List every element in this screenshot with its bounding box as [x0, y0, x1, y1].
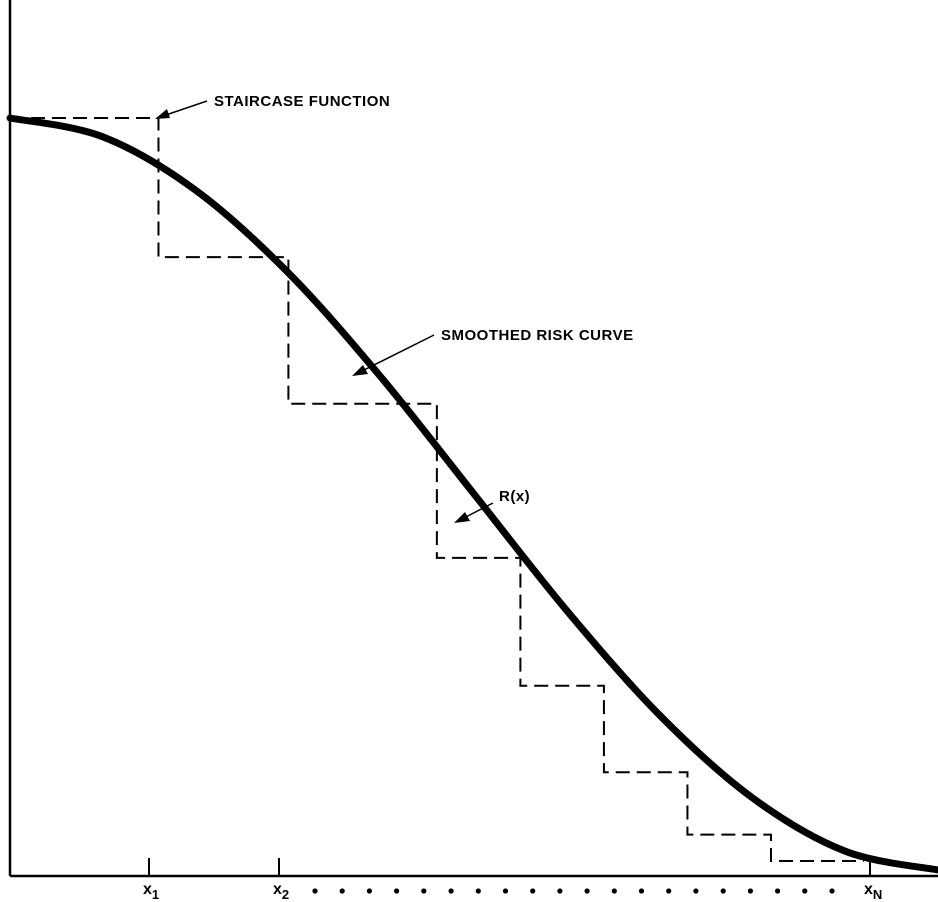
smoothed-arrow-shaft: [357, 334, 435, 374]
staircase-label: STAIRCASE FUNCTION: [214, 93, 390, 110]
x-tick-subscript: N: [873, 887, 882, 902]
ellipsis-dot: [448, 888, 454, 894]
ellipsis-dot: [638, 888, 645, 894]
ellipsis-dot: [747, 888, 754, 894]
smoothed-arrowhead: [352, 365, 368, 376]
ellipsis-dot: [339, 888, 345, 894]
staircase-arrowhead: [155, 109, 170, 119]
ellipsis-dot: [366, 888, 372, 894]
ellipsis-dot: [829, 888, 835, 894]
rx-label: R(x): [499, 488, 530, 505]
ellipsis-dots: [312, 888, 835, 894]
ellipsis-dot: [666, 888, 672, 894]
axes: [8, 0, 938, 878]
ellipsis-dot: [530, 888, 536, 894]
x-tick-base: x: [273, 881, 282, 898]
ellipsis-dot: [502, 888, 509, 894]
ellipsis-dot: [693, 888, 699, 894]
ellipsis-dot: [802, 888, 808, 894]
annotations: STAIRCASE FUNCTION SMOOTHED RISK CURVE R…: [155, 93, 634, 523]
x-tick-subscript: 1: [152, 887, 159, 902]
x-tick-label-1: x1: [143, 881, 159, 902]
smoothed-curve-label: SMOOTHED RISK CURVE: [441, 327, 634, 344]
x-ticks: x1 x2 xN: [143, 858, 882, 902]
ellipsis-dot: [720, 888, 726, 894]
ellipsis-dot: [584, 888, 590, 894]
x-tick-base: x: [143, 881, 152, 898]
x-tick-subscript: 2: [282, 887, 289, 902]
x-tick-label-2: x2: [273, 881, 289, 902]
ellipsis-dot: [775, 888, 781, 894]
ellipsis-dot: [394, 888, 400, 894]
ellipsis-dot: [611, 888, 617, 894]
x-tick-base: x: [864, 881, 873, 898]
smoothed-risk-curve-line: [6, 114, 938, 874]
ellipsis-dot: [421, 888, 427, 894]
ellipsis-dot: [475, 888, 481, 894]
rx-arrowhead: [454, 512, 470, 523]
staircase-function-line: [10, 117, 864, 862]
ellipsis-dot: [312, 888, 318, 894]
x-tick-label-3: xN: [864, 881, 882, 902]
ellipsis-dot: [557, 888, 563, 894]
